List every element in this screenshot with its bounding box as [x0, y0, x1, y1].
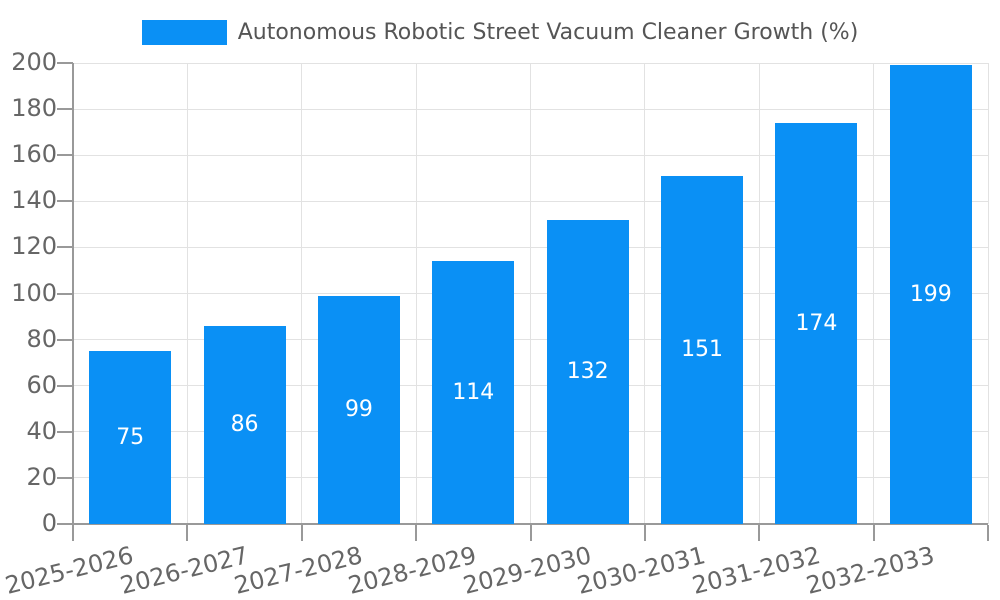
- y-axis-tick-label: 200: [11, 48, 57, 77]
- y-axis-tick: [57, 292, 73, 295]
- x-axis-tick: [758, 525, 761, 541]
- x-axis-tick-label: 2025-2026: [2, 541, 137, 600]
- x-axis-tick-label: 2027-2028: [231, 541, 366, 600]
- y-axis-tick-label: 180: [11, 94, 57, 123]
- x-axis-tick-label: 2032-2033: [803, 541, 938, 600]
- y-axis-tick: [57, 62, 73, 64]
- bar-value-label: 99: [344, 397, 373, 423]
- x-axis-tick: [72, 525, 74, 541]
- gridline-vertical: [186, 63, 188, 524]
- bar[interactable]: 75: [89, 351, 172, 524]
- bar-value-label: 86: [230, 412, 259, 438]
- y-axis-tick: [57, 246, 73, 249]
- bar[interactable]: 151: [661, 175, 744, 524]
- y-axis-tick-label: 120: [11, 232, 57, 261]
- x-axis-tick-label: 2029-2030: [460, 541, 594, 600]
- y-axis-line: [72, 63, 74, 524]
- y-axis-tick: [57, 476, 73, 479]
- y-axis-tick-label: 60: [26, 370, 57, 399]
- gridline-vertical: [758, 63, 760, 524]
- bar[interactable]: 132: [546, 219, 629, 524]
- x-axis-tick: [300, 525, 303, 541]
- x-axis-tick: [186, 525, 189, 541]
- y-axis-tick-label: 20: [26, 462, 57, 491]
- bar-value-label: 114: [452, 380, 495, 406]
- y-axis-tick: [57, 523, 73, 525]
- bar[interactable]: 174: [775, 122, 858, 524]
- legend[interactable]: Autonomous Robotic Street Vacuum Cleaner…: [0, 20, 1000, 45]
- y-axis-tick-label: 0: [41, 509, 57, 538]
- bar-value-label: 199: [909, 282, 952, 308]
- x-axis-tick: [529, 525, 532, 541]
- bar[interactable]: 99: [317, 295, 400, 524]
- bar-value-label: 151: [681, 337, 724, 363]
- x-axis-tick: [872, 525, 875, 541]
- y-axis-tick-label: 100: [11, 278, 57, 307]
- plot-area: 0 20 40 60 80 100 120 140 160 180 200 75 86 99 114 132 1…: [3, 50, 989, 600]
- gridline-vertical: [301, 63, 303, 524]
- bar[interactable]: 114: [432, 261, 515, 524]
- gridline-vertical: [415, 63, 417, 524]
- bar-value-label: 132: [566, 359, 609, 385]
- x-axis-line: [73, 523, 988, 525]
- bar-value-label: 174: [795, 310, 838, 336]
- bar-value-label: 75: [116, 425, 145, 451]
- bar[interactable]: 86: [203, 325, 286, 524]
- legend-swatch-icon: [141, 20, 227, 45]
- y-axis-tick: [57, 108, 73, 111]
- x-axis-tick-label: 2030-2031: [574, 541, 709, 600]
- x-axis-tick-label: 2026-2027: [117, 541, 251, 600]
- y-axis-tick: [57, 384, 73, 387]
- gridline-vertical: [644, 63, 646, 524]
- y-axis-tick-label: 140: [11, 186, 57, 215]
- gridline-vertical: [530, 63, 531, 524]
- y-axis-tick: [57, 338, 73, 341]
- x-axis-tick: [643, 525, 646, 541]
- y-axis-tick: [57, 200, 73, 203]
- y-axis-tick-label: 40: [26, 416, 57, 445]
- x-axis-tick-label: 2028-2029: [345, 541, 480, 600]
- y-axis-tick-label: 160: [11, 140, 57, 169]
- y-axis-tick: [57, 154, 73, 157]
- legend-label: Autonomous Robotic Street Vacuum Cleaner…: [237, 20, 859, 45]
- gridline-vertical: [987, 63, 989, 524]
- y-axis-tick: [57, 430, 73, 433]
- x-axis-tick: [415, 525, 418, 541]
- bar[interactable]: 199: [889, 65, 972, 524]
- x-axis-tick-label: 2031-2032: [689, 541, 823, 600]
- y-axis-tick-label: 80: [26, 324, 57, 353]
- gridline-vertical: [873, 63, 875, 524]
- x-axis-tick: [987, 525, 989, 541]
